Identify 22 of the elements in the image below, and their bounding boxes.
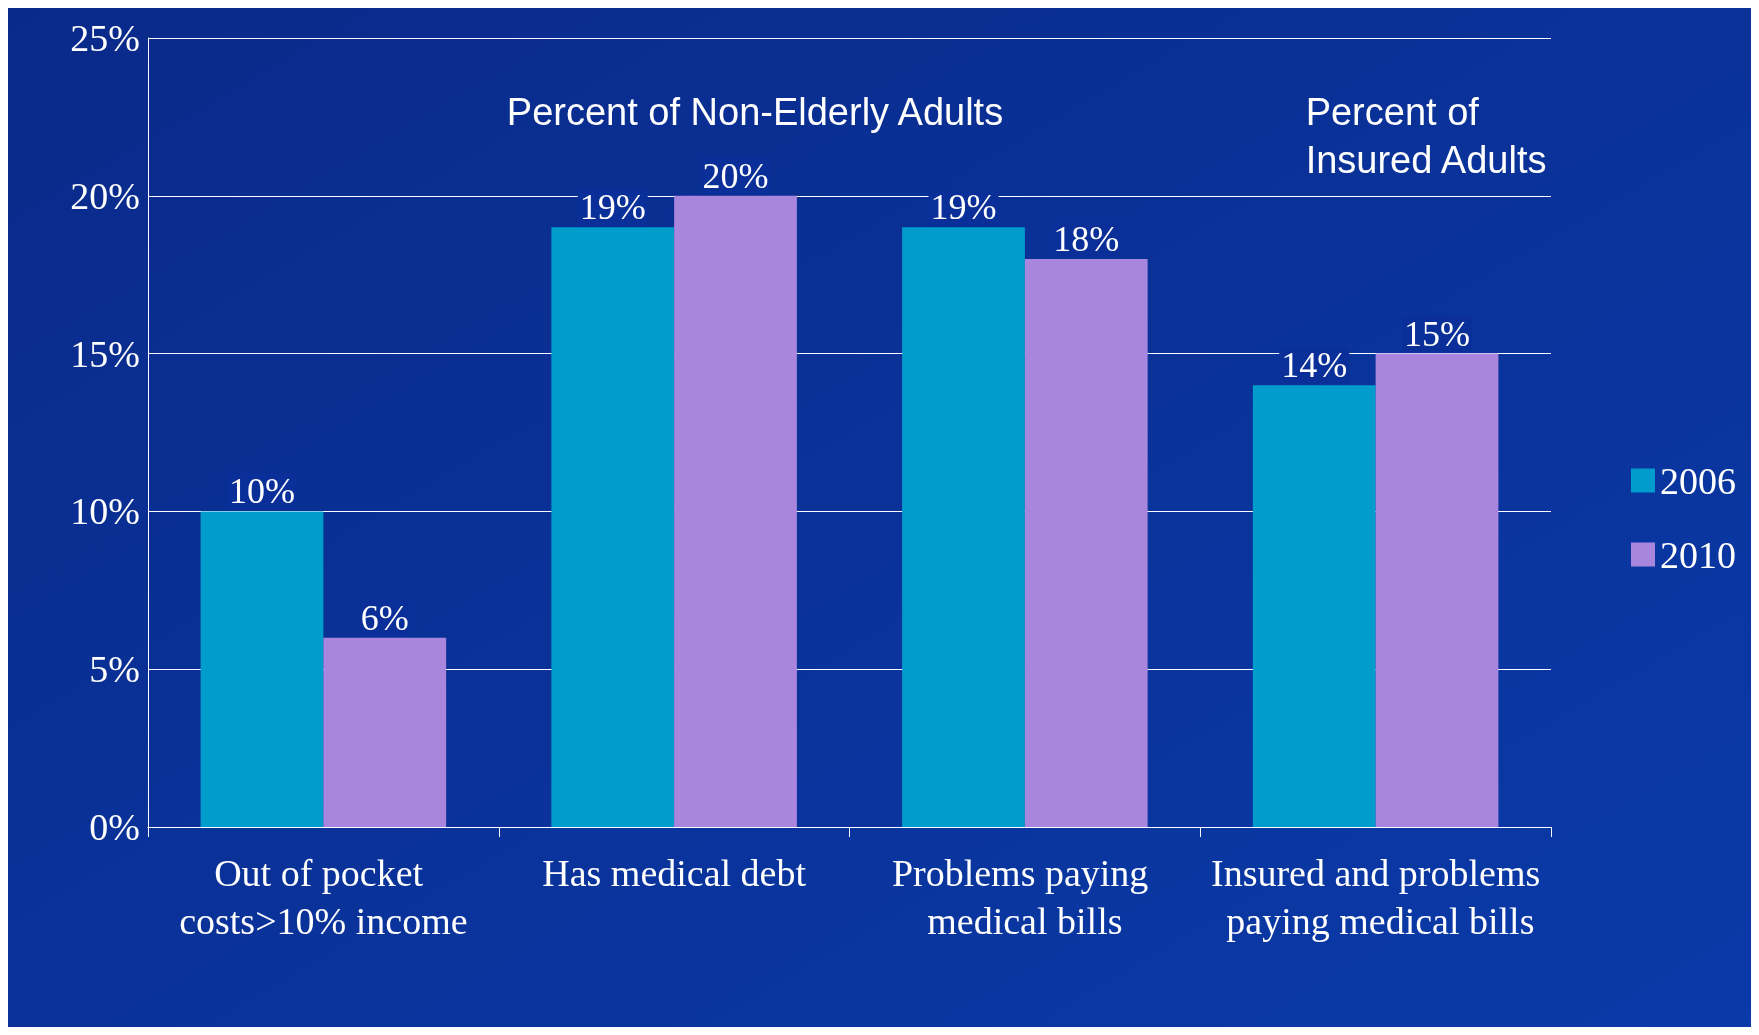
x-tick-label: Has medical debt <box>542 852 807 894</box>
y-tick-label: 5% <box>89 648 140 691</box>
annotation: Percent of Insured Adults <box>1305 91 1547 181</box>
x-tick-label: Out of pocket costs>10% income <box>179 852 468 942</box>
data-label: 19% <box>930 187 997 228</box>
y-tick-label: 25% <box>70 17 140 59</box>
y-tick-label: 20% <box>70 174 140 217</box>
data-label: 10% <box>228 471 295 512</box>
y-tick-label: 10% <box>70 490 140 533</box>
legend-label: 2006 <box>1660 459 1736 502</box>
legend-label: 2010 <box>1660 533 1736 576</box>
data-label: 19% <box>579 187 646 228</box>
data-label: 6% <box>360 597 409 638</box>
y-tick-label: 15% <box>70 332 140 375</box>
x-tick-label: Insured and problems paying medical bills <box>1210 852 1541 942</box>
y-tick-label: 0% <box>89 806 140 848</box>
data-label: 15% <box>1404 313 1471 354</box>
data-label: 14% <box>1281 345 1348 386</box>
data-label: 18% <box>1053 218 1120 259</box>
annotation: Percent of Non-Elderly Adults <box>506 91 1004 133</box>
data-label: 20% <box>702 155 769 196</box>
x-tick-label: Problems paying medical bills <box>891 852 1158 942</box>
